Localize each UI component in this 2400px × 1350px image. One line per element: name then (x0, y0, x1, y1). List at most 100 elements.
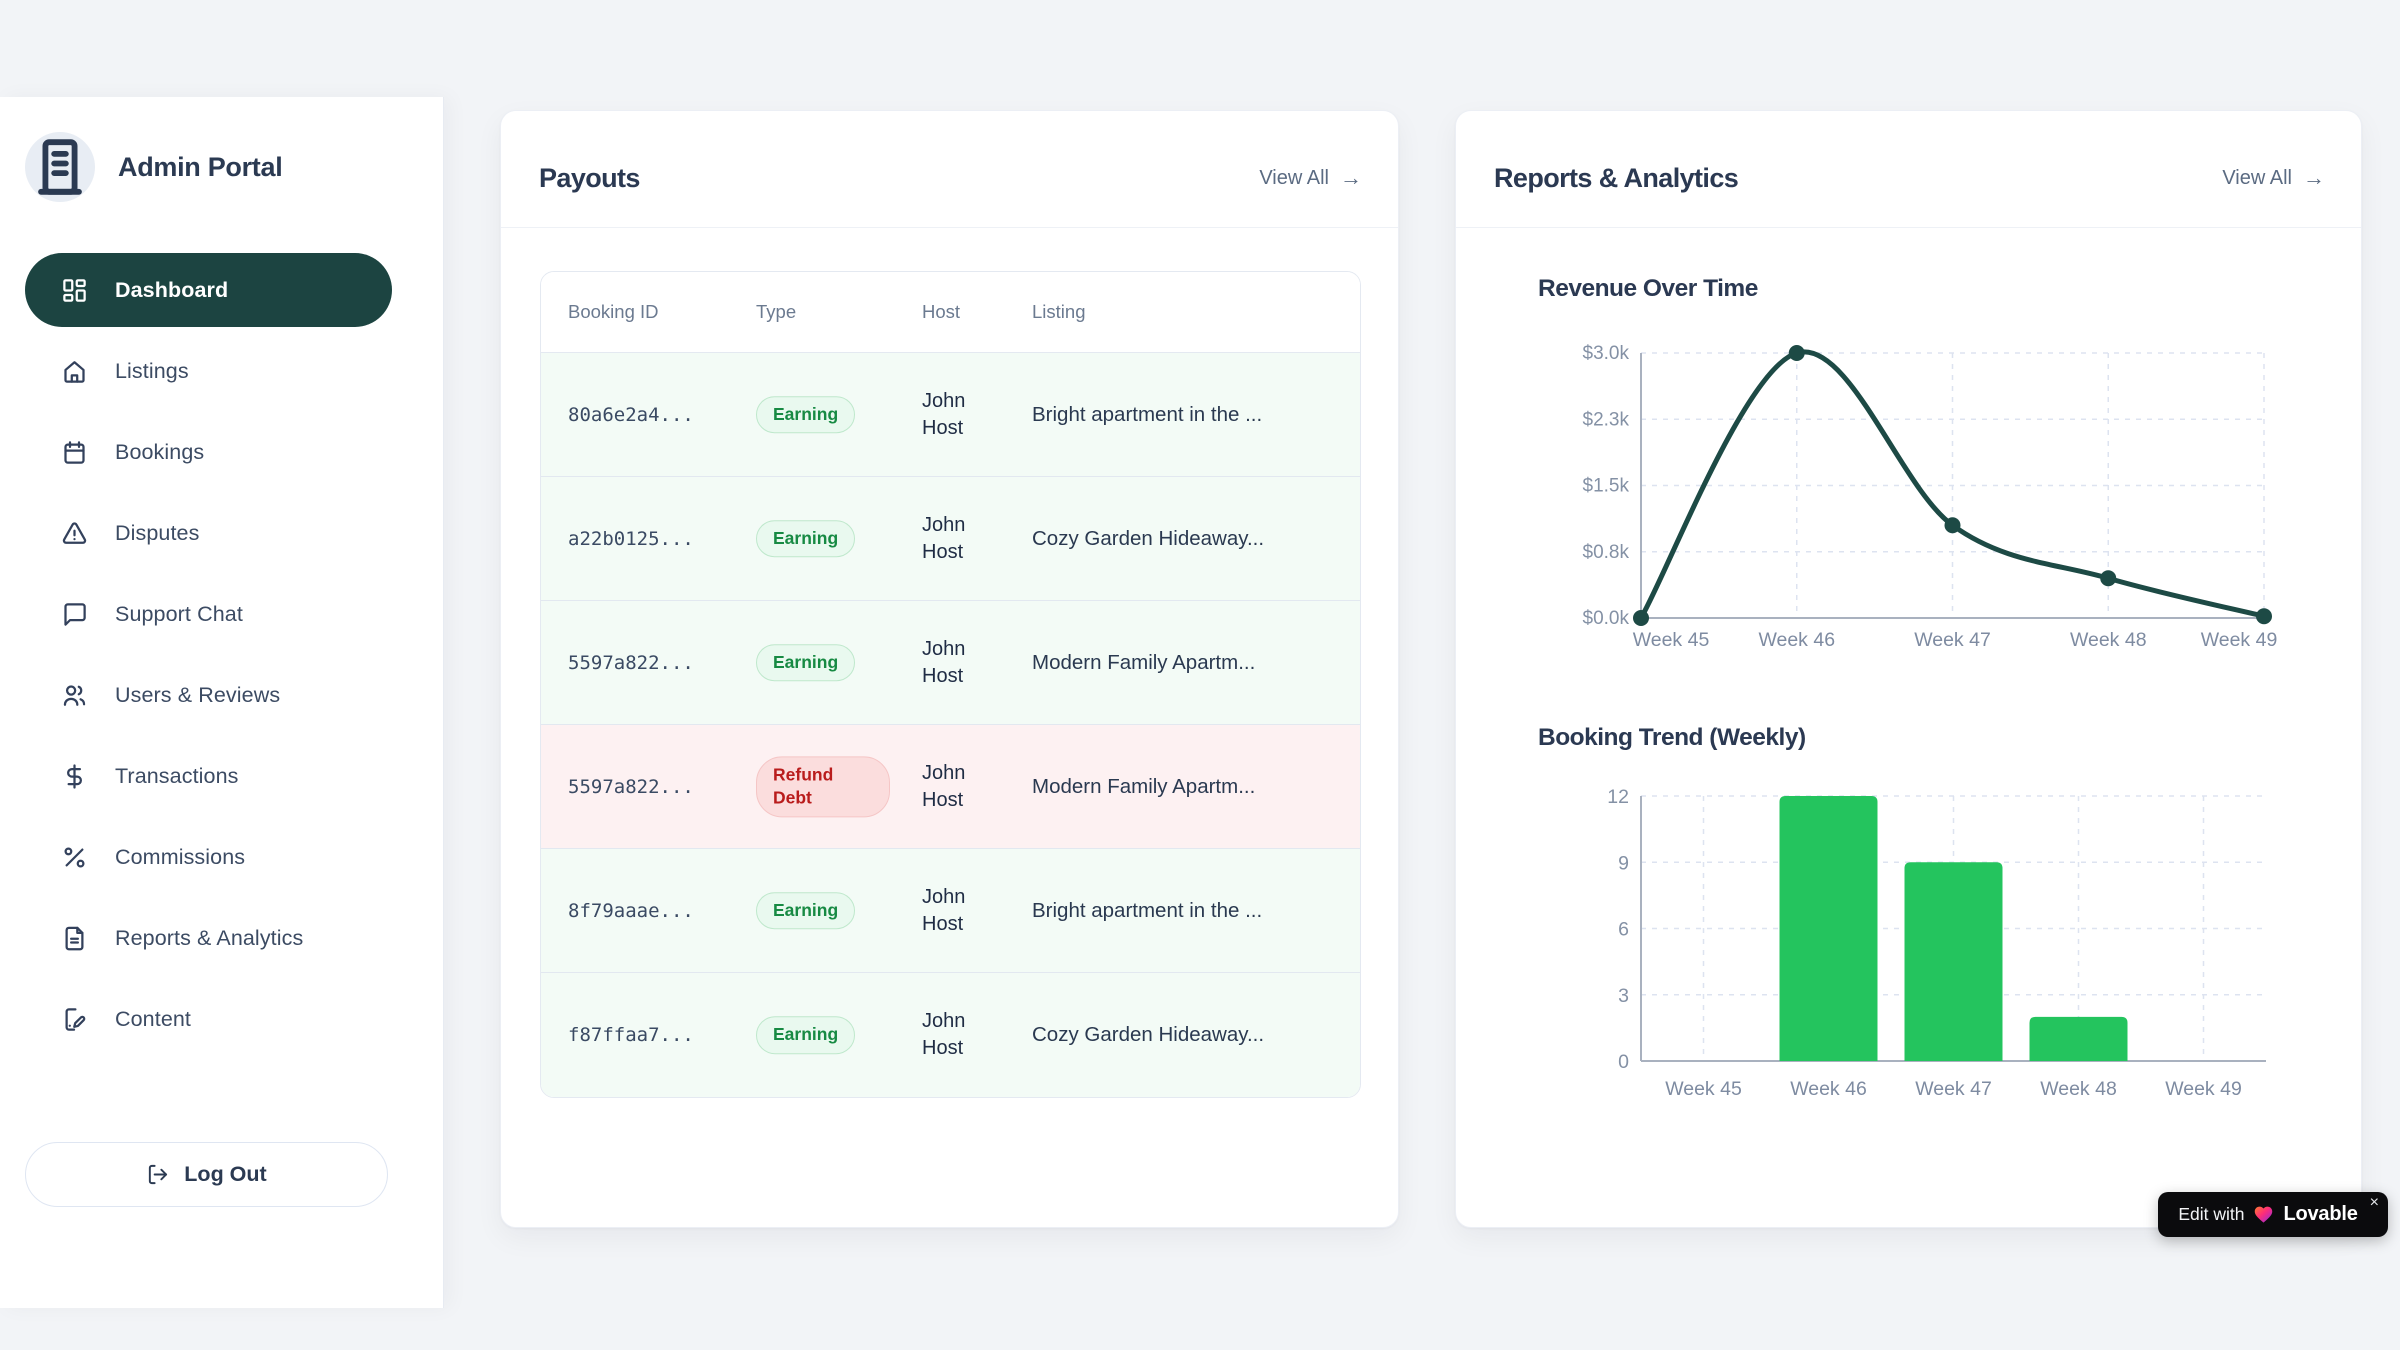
reports-view-all-link[interactable]: View All → (2222, 167, 2325, 190)
sidebar-nav: Dashboard Listings Bookings Disputes Support… (25, 253, 392, 1063)
svg-text:Week 48: Week 48 (2040, 1078, 2117, 1100)
logout-label: Log Out (184, 1162, 267, 1186)
svg-text:Week 48: Week 48 (2070, 629, 2147, 651)
payouts-header: Payouts View All → (539, 155, 1362, 201)
logout-button[interactable]: Log Out (25, 1142, 388, 1207)
svg-text:0: 0 (1618, 1051, 1629, 1073)
svg-text:Week 46: Week 46 (1758, 629, 1835, 651)
alert-triangle-icon (61, 520, 88, 547)
view-all-label: View All (2222, 166, 2292, 189)
lovable-badge[interactable]: Edit with Lovable × (2158, 1192, 2388, 1237)
type-cell: Earning (756, 519, 856, 558)
listing-name: Modern Family Apartm... (1032, 650, 1256, 674)
column-header-booking-id: Booking ID (568, 301, 659, 322)
svg-text:3: 3 (1618, 985, 1629, 1007)
payouts-view-all-link[interactable]: View All → (1259, 167, 1362, 190)
payouts-title: Payouts (539, 162, 640, 193)
sidebar-item-label: Content (115, 1006, 192, 1031)
svg-text:12: 12 (1607, 786, 1629, 808)
sidebar-item-label: Users & Reviews (115, 682, 281, 707)
column-header-listing: Listing (1032, 301, 1086, 322)
log-out-icon (146, 1163, 169, 1186)
type-badge-earning: Earning (756, 891, 856, 930)
type-badge-earning: Earning (756, 519, 856, 558)
heart-icon (2253, 1204, 2274, 1225)
host-name: John Host (922, 389, 966, 439)
layout-dashboard-icon (61, 277, 88, 304)
sidebar-item-reports-analytics[interactable]: Reports & Analytics (25, 901, 392, 975)
sidebar-item-label: Listings (115, 358, 189, 383)
booking-id: a22b0125... (568, 527, 694, 550)
logo: Admin Portal (25, 132, 283, 202)
arrow-right-icon: → (2303, 165, 2325, 190)
sidebar-item-label: Commissions (115, 844, 246, 869)
payouts-table: Booking ID Type Host Listing 80a6e2a4...… (540, 271, 1361, 1098)
sidebar-item-label: Reports & Analytics (115, 925, 304, 950)
calendar-icon (61, 439, 88, 466)
sidebar: Admin Portal Dashboard Listings Bookings Di… (0, 97, 444, 1308)
svg-text:Week 47: Week 47 (1914, 629, 1991, 651)
type-cell: Earning (756, 643, 856, 682)
arrow-right-icon: → (1340, 165, 1362, 190)
booking-id: 80a6e2a4... (568, 403, 694, 426)
lovable-brand: Lovable (2283, 1203, 2358, 1225)
dollar-sign-icon (61, 763, 88, 790)
sidebar-item-support-chat[interactable]: Support Chat (25, 577, 392, 651)
sidebar-item-disputes[interactable]: Disputes (25, 496, 392, 570)
table-header-row: Booking ID Type Host Listing (541, 272, 1360, 353)
booking-id: 5597a822... (568, 651, 694, 674)
host-name: John Host (922, 761, 966, 811)
svg-text:Week 49: Week 49 (2165, 1078, 2242, 1100)
host-name: John Host (922, 513, 966, 563)
building-icon (25, 132, 95, 202)
host-name: John Host (922, 637, 966, 687)
sidebar-item-bookings[interactable]: Bookings (25, 415, 392, 489)
type-cell: Refund Debt (756, 755, 890, 818)
svg-text:$0.8k: $0.8k (1583, 542, 1630, 563)
sidebar-item-label: Disputes (115, 520, 200, 545)
sidebar-item-commissions[interactable]: Commissions (25, 820, 392, 894)
svg-text:Week 47: Week 47 (1915, 1078, 1992, 1100)
lovable-prefix: Edit with (2178, 1204, 2245, 1224)
sidebar-item-content[interactable]: Content (25, 982, 392, 1056)
svg-text:Week 49: Week 49 (2201, 629, 2278, 651)
type-badge-earning: Earning (756, 1016, 856, 1054)
type-cell: Earning (756, 891, 856, 930)
svg-text:$3.0k: $3.0k (1583, 343, 1630, 364)
host-name: John Host (922, 885, 966, 935)
sidebar-item-transactions[interactable]: Transactions (25, 739, 392, 813)
svg-text:Week 45: Week 45 (1633, 629, 1710, 651)
users-icon (61, 682, 88, 709)
type-cell: Earning (756, 1016, 856, 1054)
sidebar-item-users-reviews[interactable]: Users & Reviews (25, 658, 392, 732)
svg-text:$2.3k: $2.3k (1583, 409, 1630, 430)
type-badge-earning: Earning (756, 395, 856, 434)
listing-name: Bright apartment in the ... (1032, 898, 1263, 922)
sidebar-item-label: Bookings (115, 439, 205, 464)
svg-text:Week 46: Week 46 (1790, 1078, 1867, 1100)
reports-title: Reports & Analytics (1494, 162, 1739, 193)
sidebar-item-listings[interactable]: Listings (25, 334, 392, 408)
type-cell: Earning (756, 395, 856, 434)
listing-name: Modern Family Apartm... (1032, 774, 1256, 798)
percent-icon (61, 844, 88, 871)
booking-id: 5597a822... (568, 775, 694, 798)
payout-row: 5597a822... Earning John Host Modern Family… (541, 601, 1360, 725)
svg-text:$1.5k: $1.5k (1583, 476, 1630, 497)
revenue-chart-title: Revenue Over Time (1538, 275, 1758, 302)
payout-row: a22b0125... Earning John Host Cozy Garden H… (541, 477, 1360, 601)
close-icon[interactable]: × (2369, 1194, 2379, 1211)
sidebar-item-dashboard[interactable]: Dashboard (25, 253, 392, 327)
booking-trend-chart-title: Booking Trend (Weekly) (1538, 724, 1806, 751)
payout-row: 5597a822... Refund Debt John Host Modern Fa… (541, 725, 1360, 849)
payouts-card: Payouts View All → Booking ID Type Host … (500, 110, 1399, 1228)
reports-card: Reports & Analytics View All → Revenue O… (1455, 110, 2362, 1228)
column-header-host: Host (922, 301, 961, 322)
type-badge-refund: Refund Debt (756, 755, 890, 818)
svg-text:9: 9 (1618, 852, 1629, 874)
message-square-icon (61, 601, 88, 628)
payout-row: 80a6e2a4... Earning John Host Bright apartm… (541, 353, 1360, 477)
svg-text:Week 45: Week 45 (1665, 1078, 1742, 1100)
host-name: John Host (922, 1010, 966, 1059)
